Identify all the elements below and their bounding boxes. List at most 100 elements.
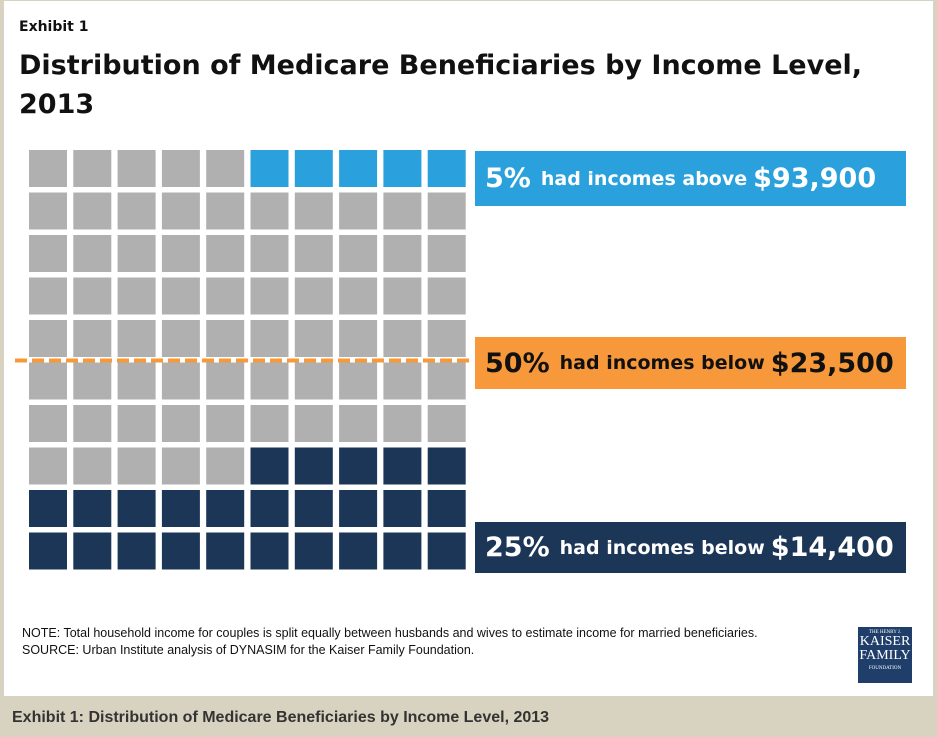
label-percent: 50%: [485, 347, 550, 379]
waffle-cell-middle: [73, 150, 112, 187]
waffle-cell-middle: [206, 235, 245, 272]
waffle-cell-middle: [29, 277, 67, 315]
label-text: had incomes above: [540, 167, 748, 190]
waffle-cell-middle: [117, 235, 156, 272]
waffle-cell-middle: [29, 150, 67, 187]
waffle-cell-middle: [73, 320, 112, 357]
waffle-cell-middle: [294, 277, 333, 315]
waffle-cell-middle: [117, 320, 156, 357]
waffle-cell-middle: [161, 405, 200, 442]
label-text: had incomes below: [559, 536, 765, 559]
waffle-cell-middle: [339, 235, 378, 272]
waffle-cell-middle: [161, 362, 200, 400]
waffle-chart: [15, 150, 472, 570]
waffle-cell-below: [206, 490, 245, 527]
waffle-cell-middle: [206, 447, 245, 485]
label-amount: $93,900: [753, 163, 877, 194]
waffle-cell-middle: [29, 447, 67, 485]
waffle-cell-above: [294, 150, 333, 187]
waffle-cell-middle: [117, 277, 156, 315]
label-text: had incomes below: [559, 352, 765, 374]
waffle-cell-below: [73, 532, 112, 570]
note-text: NOTE: Total household income for couples…: [22, 626, 758, 640]
waffle-cell-middle: [161, 320, 200, 357]
waffle-cell-above: [250, 150, 289, 187]
waffle-cell-middle: [427, 362, 466, 400]
waffle-cell-middle: [117, 192, 156, 230]
logo-line: THE HENRY J.: [868, 630, 902, 635]
waffle-cell-below: [29, 532, 67, 570]
waffle-cell-middle: [206, 320, 245, 357]
waffle-cell-below: [339, 490, 378, 527]
waffle-cell-middle: [339, 405, 378, 442]
waffle-cell-middle: [73, 192, 112, 230]
waffle-cell-below: [339, 532, 378, 570]
waffle-cell-below: [383, 532, 422, 570]
waffle-cell-middle: [117, 150, 156, 187]
waffle-cell-middle: [117, 447, 156, 485]
waffle-cell-middle: [73, 362, 112, 400]
waffle-cell-middle: [161, 150, 200, 187]
label-amount: $23,500: [770, 347, 894, 379]
exhibit-label: Exhibit 1: [19, 19, 89, 35]
waffle-cell-middle: [339, 320, 378, 357]
waffle-cell-middle: [294, 362, 333, 400]
waffle-cell-middle: [29, 235, 67, 272]
waffle-cell-middle: [427, 277, 466, 315]
logo-line: FAMILY: [859, 648, 911, 663]
waffle-cell-middle: [427, 235, 466, 272]
waffle-cell-below: [250, 532, 289, 570]
label-percent: 5%: [485, 163, 531, 194]
waffle-cell-middle: [161, 235, 200, 272]
waffle-cell-below: [117, 490, 156, 527]
label-bottom-25-percent: 25% had incomes below $14,400: [475, 522, 906, 573]
waffle-cell-middle: [383, 192, 422, 230]
waffle-cell-middle: [117, 362, 156, 400]
label-percent: 25%: [485, 532, 550, 563]
waffle-cell-middle: [383, 362, 422, 400]
waffle-cell-middle: [73, 405, 112, 442]
waffle-cell-below: [427, 447, 466, 485]
waffle-cell-middle: [73, 235, 112, 272]
waffle-cell-middle: [383, 320, 422, 357]
waffle-cell-middle: [29, 192, 67, 230]
waffle-cell-above: [383, 150, 422, 187]
waffle-cell-middle: [206, 150, 245, 187]
waffle-cell-middle: [294, 405, 333, 442]
waffle-cell-middle: [250, 277, 289, 315]
waffle-cell-middle: [294, 192, 333, 230]
waffle-cell-middle: [250, 362, 289, 400]
waffle-cell-middle: [294, 320, 333, 357]
waffle-cell-middle: [73, 447, 112, 485]
waffle-cell-below: [161, 490, 200, 527]
waffle-cell-below: [73, 490, 112, 527]
logo-line: FOUNDATION: [868, 666, 902, 671]
waffle-cell-below: [294, 532, 333, 570]
waffle-cell-middle: [427, 405, 466, 442]
waffle-cell-middle: [250, 320, 289, 357]
logo-line: KAISER: [859, 634, 911, 649]
waffle-cell-middle: [339, 277, 378, 315]
waffle-cell-middle: [206, 277, 245, 315]
figure-caption: Exhibit 1: Distribution of Medicare Bene…: [12, 709, 550, 726]
waffle-cell-above: [339, 150, 378, 187]
waffle-cell-below: [427, 490, 466, 527]
waffle-cell-middle: [294, 235, 333, 272]
waffle-cell-middle: [383, 277, 422, 315]
waffle-cell-middle: [383, 405, 422, 442]
waffle-cell-middle: [250, 192, 289, 230]
waffle-cell-below: [250, 490, 289, 527]
waffle-cell-middle: [250, 235, 289, 272]
waffle-cell-middle: [29, 405, 67, 442]
waffle-cell-below: [383, 447, 422, 485]
waffle-cell-middle: [339, 192, 378, 230]
waffle-cell-above: [427, 150, 466, 187]
waffle-cell-below: [383, 490, 422, 527]
waffle-cell-middle: [73, 277, 112, 315]
waffle-cell-below: [161, 532, 200, 570]
chart-title: Distribution of Medicare Beneficiaries b…: [19, 50, 863, 120]
waffle-cell-below: [294, 490, 333, 527]
waffle-cell-below: [206, 532, 245, 570]
waffle-cell-middle: [161, 447, 200, 485]
kff-logo: THE HENRY J. KAISER FAMILY FOUNDATION: [858, 627, 912, 683]
